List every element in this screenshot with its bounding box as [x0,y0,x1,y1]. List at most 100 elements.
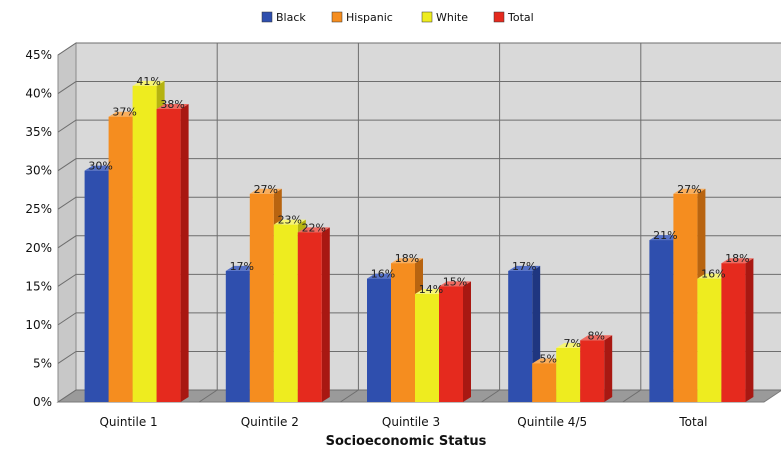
category-divider [198,389,218,403]
data-label: 8% [587,329,604,342]
legend-swatch [331,11,343,23]
data-label: 22% [302,221,326,234]
x-tick-label: Total [678,415,707,429]
data-label: 37% [112,106,136,119]
y-tick-label: 20% [25,241,52,255]
data-labels: 30%37%41%38%17%27%23%22%16%18%14%15%17%5… [88,75,749,366]
bar-front [697,278,722,402]
x-tick-label: Quintile 3 [382,415,440,429]
data-label: 41% [136,75,160,88]
bar-front [415,294,439,402]
legend-swatch [261,11,273,23]
legend: Black Hispanic White Total [261,11,534,24]
bar-top [721,258,754,264]
data-label: 27% [254,183,278,196]
bar-front [556,348,581,402]
gridline [57,196,781,210]
gridline [57,158,781,172]
legend-swatch [493,11,505,23]
bar [439,281,471,402]
gridline [57,235,781,249]
gridlines [57,42,781,403]
gridline [57,273,781,287]
gridline [57,42,781,56]
bar [297,227,330,402]
bar-front [721,263,746,402]
y-tick-label: 10% [25,318,52,332]
data-label: 17% [230,260,254,273]
bar-front [649,240,674,402]
bar-front [673,193,698,402]
gridline [57,312,781,326]
y-tick-label: 0% [33,395,52,409]
bar-top [580,335,613,341]
gridline [57,119,781,133]
data-label: 16% [701,268,725,281]
y-tick-label: 40% [25,87,52,101]
x-tick-label: Quintile 2 [241,415,299,429]
bar-front [297,232,322,402]
bar-front [532,363,557,402]
bar-front [156,108,181,402]
bar [156,103,189,402]
bar [580,335,613,402]
y-tick-label: 25% [25,202,52,216]
bar-top [249,188,282,194]
bar-side [463,281,471,402]
bar-top [132,80,165,86]
bar-front [439,286,463,402]
bar-side [604,335,613,402]
bar-side [745,258,754,402]
y-tick-label: 35% [25,125,52,139]
bar-top [673,188,706,194]
x-tick-label: Quintile 1 [99,415,157,429]
y-tick-label: 5% [33,356,52,370]
y-tick-label: 30% [25,164,52,178]
bar-front [508,270,533,402]
x-tick-label: Quintile 4/5 [517,415,587,429]
legend-swatch [421,11,433,23]
legend-item: Total [493,11,534,24]
legend-item: Hispanic [331,11,393,24]
data-label: 21% [653,229,677,242]
y-tick-label: 15% [25,279,52,293]
gridline [57,350,781,364]
data-label: 18% [395,252,419,265]
bar-front [249,193,274,402]
data-label: 14% [419,283,443,296]
bar-front [273,224,298,402]
data-label: 17% [512,260,536,273]
legend-label: Total [507,11,534,24]
data-label: 23% [278,214,302,227]
bars [84,80,754,402]
bar-top [156,103,189,109]
bar-front [580,340,605,402]
data-label: 16% [371,268,395,281]
y-axis: 0% 5% 10% 15% 20% 25% 30% 35% 40% 45% [25,48,52,409]
category-divider [481,389,500,403]
legend-label: Hispanic [346,11,393,24]
data-label: 15% [443,275,467,288]
data-label: 27% [677,183,701,196]
bar-front [225,270,250,402]
y-tick-label: 45% [25,48,52,62]
bar-side [321,227,330,402]
bar-side [180,103,189,402]
side-wall [57,42,77,403]
legend-item: White [421,11,468,24]
bar-front [391,263,415,402]
category-divider [340,389,359,403]
bar-front [132,85,157,402]
bar-front [84,170,109,402]
bar-top [297,227,330,233]
legend-label: Black [276,11,306,24]
bar-front [367,278,391,402]
bar-top [439,281,471,287]
gridline [57,81,781,94]
data-label: 18% [725,252,749,265]
legend-label: White [436,11,468,24]
bar-front [108,116,133,402]
data-label: 7% [563,337,580,350]
